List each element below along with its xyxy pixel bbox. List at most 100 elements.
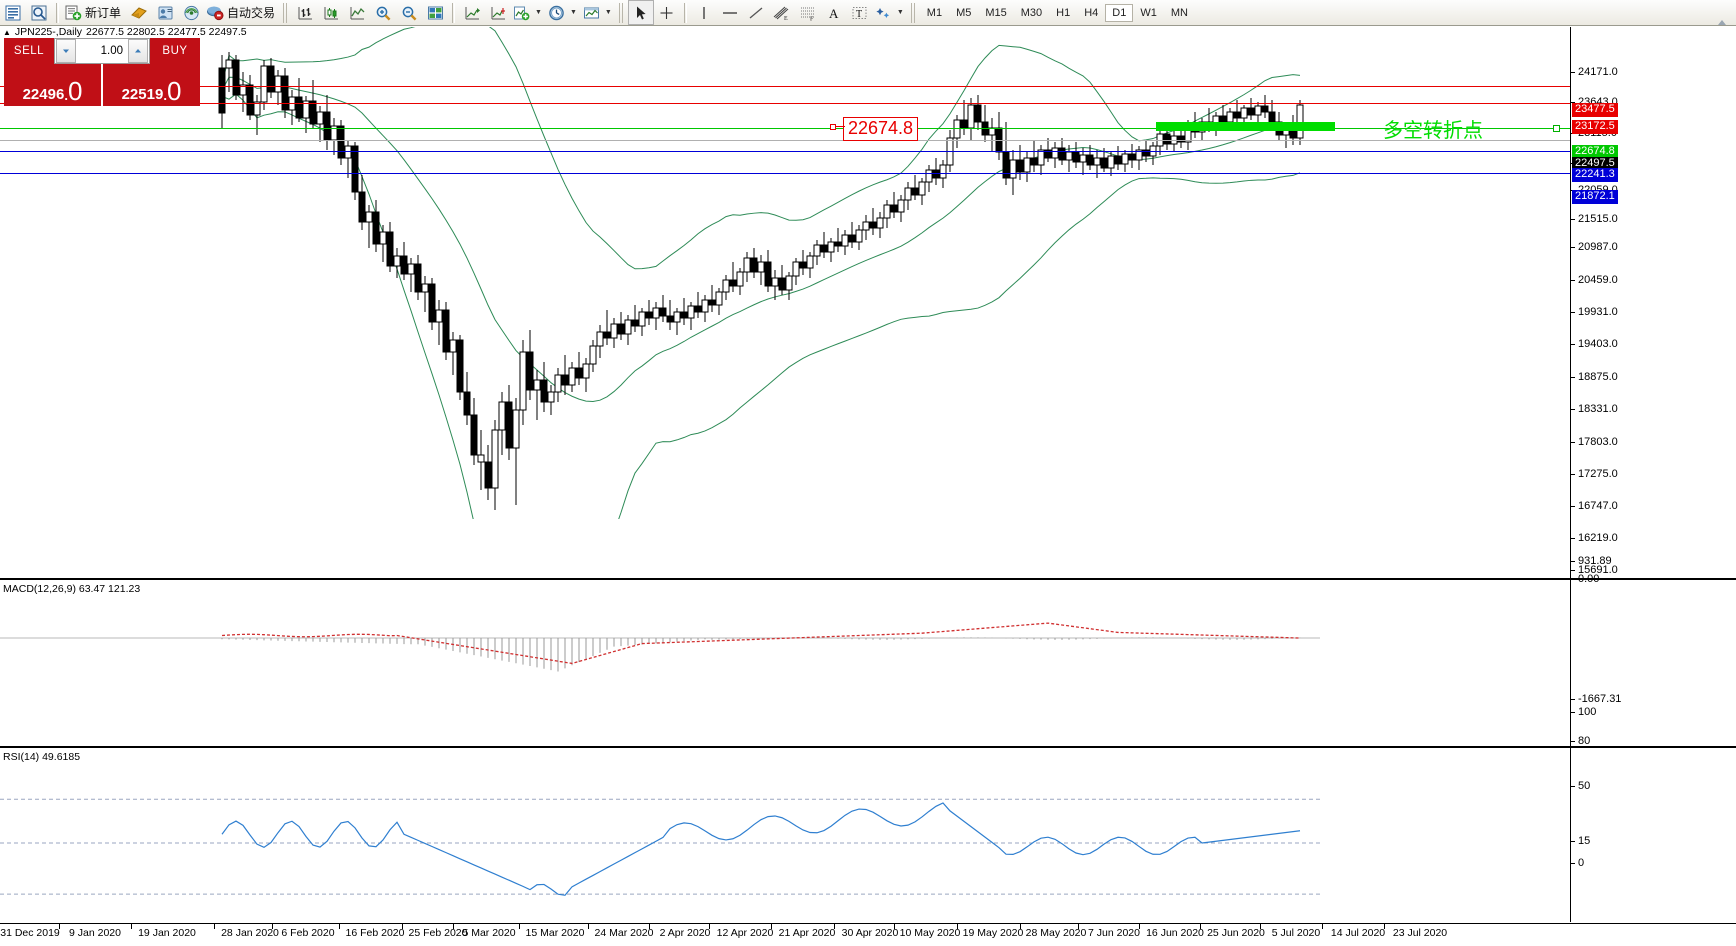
mql5-community-icon[interactable] xyxy=(152,1,178,24)
price-annotation-handle[interactable] xyxy=(830,124,836,130)
candlestick[interactable] xyxy=(645,300,653,325)
candlestick[interactable] xyxy=(666,300,674,330)
candlestick[interactable] xyxy=(792,258,800,285)
candlestick[interactable] xyxy=(519,340,527,425)
candlestick[interactable] xyxy=(778,265,786,295)
timeframe-button-m5[interactable]: M5 xyxy=(956,6,972,19)
candlestick[interactable] xyxy=(1016,145,1024,180)
candlestick[interactable] xyxy=(974,95,982,130)
fibonacci-retracement-icon[interactable]: F xyxy=(795,1,821,24)
candlestick[interactable] xyxy=(1233,100,1241,125)
rsi-pane[interactable] xyxy=(0,764,1568,922)
vertical-line-icon[interactable] xyxy=(691,1,717,24)
candlestick[interactable] xyxy=(617,312,625,340)
cursor-icon[interactable] xyxy=(627,0,654,25)
metaeditor-icon[interactable] xyxy=(126,1,152,24)
signals-icon[interactable] xyxy=(178,1,204,24)
candlestick[interactable] xyxy=(414,255,422,300)
candlestick[interactable] xyxy=(582,358,590,392)
candlestick[interactable] xyxy=(554,368,562,402)
templates-icon[interactable]: ▼ xyxy=(581,1,616,24)
candlestick[interactable] xyxy=(302,96,310,133)
candlestick[interactable] xyxy=(764,250,772,292)
candlestick[interactable] xyxy=(274,70,282,105)
pivot-line-handle[interactable] xyxy=(1553,125,1560,132)
horizontal-line-icon[interactable] xyxy=(717,1,743,24)
candlestick[interactable] xyxy=(239,72,247,112)
candlestick[interactable] xyxy=(1065,145,1073,172)
volume-input[interactable]: 1.00 xyxy=(100,45,123,57)
volume-stepper[interactable]: 1.00 xyxy=(54,38,150,64)
candlestick[interactable] xyxy=(260,60,268,110)
candlestick[interactable] xyxy=(813,240,821,265)
candlestick[interactable] xyxy=(1107,152,1115,176)
indicators-icon[interactable]: ▼ xyxy=(511,1,546,24)
candlestick[interactable] xyxy=(526,330,534,400)
candlestick[interactable] xyxy=(505,385,513,460)
chevron-down-icon-4[interactable]: ▼ xyxy=(896,9,904,16)
candlestick[interactable] xyxy=(673,308,681,335)
candlestick[interactable] xyxy=(862,215,870,240)
candlestick[interactable] xyxy=(1254,102,1262,125)
candlestick[interactable] xyxy=(365,205,373,248)
one-click-trading-panel[interactable]: SELL 1.00 BUY 22496 . 0 22519 . 0 xyxy=(4,38,200,106)
candlestick[interactable] xyxy=(295,78,303,122)
candlestick[interactable] xyxy=(1072,142,1080,168)
candlestick[interactable] xyxy=(442,302,450,360)
chart-collapse-icon[interactable]: ▲ xyxy=(3,27,11,37)
candlestick[interactable] xyxy=(337,120,345,165)
candlestick[interactable] xyxy=(232,55,240,100)
toolbar-grip-3[interactable] xyxy=(910,2,917,23)
resistance-line-2[interactable] xyxy=(0,103,1570,104)
trendline-icon[interactable] xyxy=(743,1,769,24)
price-scale[interactable]: 24171.023643.023115.022587.022059.021515… xyxy=(1570,27,1736,922)
candlestick[interactable] xyxy=(729,262,737,292)
line-chart-icon[interactable] xyxy=(344,1,370,24)
candlestick[interactable] xyxy=(1044,138,1052,162)
chevron-down-icon-2[interactable]: ▼ xyxy=(569,9,577,16)
sell-button[interactable]: SELL xyxy=(4,38,54,66)
candlestick[interactable] xyxy=(638,308,646,336)
candlestick[interactable] xyxy=(1023,152,1031,182)
candlestick[interactable] xyxy=(589,340,597,372)
candlestick[interactable] xyxy=(1002,122,1010,185)
candlestick[interactable] xyxy=(246,75,254,120)
resistance-level-2-label[interactable]: 23172.5 xyxy=(1572,120,1618,134)
candlestick[interactable] xyxy=(1261,95,1269,118)
candlestick[interactable] xyxy=(316,106,324,142)
candlestick[interactable] xyxy=(400,242,408,280)
text-label-icon[interactable]: T xyxy=(847,1,873,24)
candlestick[interactable] xyxy=(428,278,436,330)
price-chart-pane[interactable] xyxy=(0,27,1568,519)
sell-price[interactable]: 22496 . 0 xyxy=(4,64,103,106)
candlestick[interactable] xyxy=(806,252,814,278)
timeframe-button-m30[interactable]: M30 xyxy=(1020,6,1043,19)
candlestick[interactable] xyxy=(869,208,877,235)
candlestick[interactable] xyxy=(561,355,569,395)
candlestick[interactable] xyxy=(967,98,975,140)
candlestick[interactable] xyxy=(834,228,842,252)
timeframe-button-h1[interactable]: H1 xyxy=(1056,6,1071,19)
candlestick[interactable] xyxy=(463,372,471,425)
auto-scroll-icon[interactable] xyxy=(459,1,485,24)
support-line-2[interactable] xyxy=(0,173,1570,174)
candlestick[interactable] xyxy=(1128,144,1136,168)
candlestick[interactable] xyxy=(995,112,1003,160)
candlestick[interactable] xyxy=(876,212,884,238)
candlestick[interactable] xyxy=(484,445,492,500)
candlestick[interactable] xyxy=(981,105,989,142)
candlestick[interactable] xyxy=(498,392,506,455)
candlestick[interactable] xyxy=(624,315,632,345)
candlestick[interactable] xyxy=(855,225,863,250)
new-order-button[interactable]: 新订单 xyxy=(63,1,126,24)
candlestick[interactable] xyxy=(358,175,366,230)
candlestick[interactable] xyxy=(1170,130,1178,152)
chinese-annotation-label[interactable]: 多空转折点 xyxy=(1383,114,1483,143)
pivot-line[interactable] xyxy=(0,128,1570,129)
candlestick[interactable] xyxy=(750,248,758,278)
candlestick[interactable] xyxy=(1009,150,1017,195)
chart-shift-icon[interactable] xyxy=(485,1,511,24)
candlestick[interactable] xyxy=(659,295,667,322)
candlestick[interactable] xyxy=(1051,142,1059,168)
support-level-1-label[interactable]: 22241.3 xyxy=(1572,168,1618,182)
